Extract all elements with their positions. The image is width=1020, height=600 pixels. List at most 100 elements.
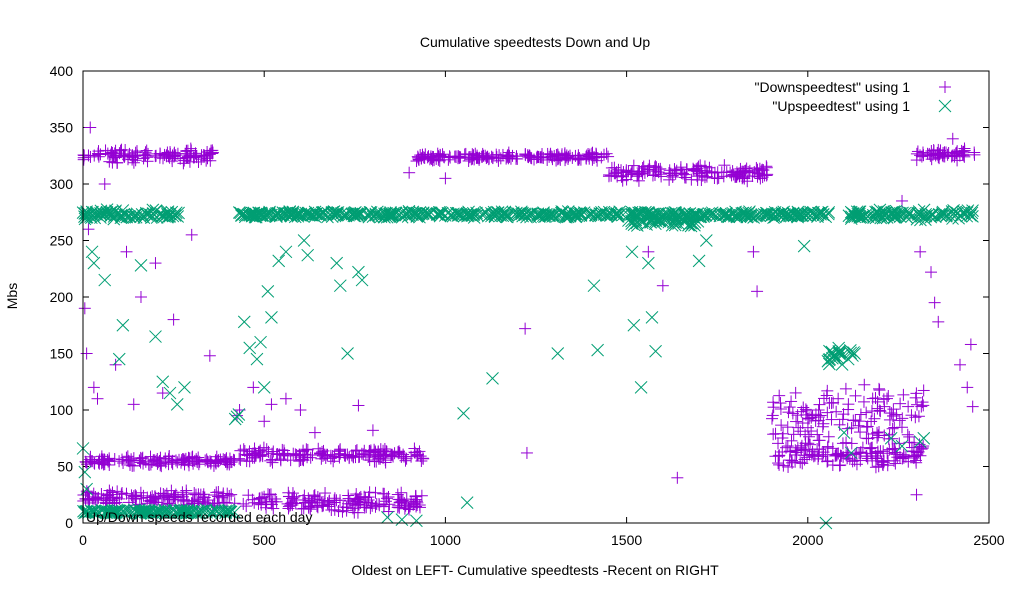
down-point [829,449,842,462]
down-point [766,409,779,422]
down-point [163,493,176,506]
up-point [844,446,858,460]
y-tick-label: 50 [57,459,73,475]
down-point [417,151,430,164]
down-point [178,493,191,506]
down-point [700,164,713,177]
down-point [296,453,309,466]
down-point [586,153,599,166]
up-point [432,205,446,219]
up-point [668,218,682,232]
down-point [398,502,411,515]
down-point [130,145,143,158]
legend-label-down: "Downspeedtest" using 1 [755,79,911,95]
down-point [311,501,324,514]
down-point [789,455,802,468]
up-point [878,209,892,223]
down-point [816,420,829,433]
down-point [93,457,106,470]
down-point [137,152,150,165]
up-point [257,381,271,394]
down-point [705,166,718,179]
down-point [550,154,563,167]
down-point [832,447,845,460]
down-point [92,456,105,469]
down-point [380,445,393,458]
down-point [82,223,95,236]
up-point [587,279,601,293]
down-point [694,159,707,172]
up-point [158,210,171,223]
down-point [185,228,198,241]
up-point [243,341,257,355]
down-point [264,454,277,467]
up-point [699,234,713,247]
down-point [522,151,535,164]
up-point [885,206,899,219]
up-point [676,212,690,226]
down-point [857,395,870,408]
down-point [363,445,376,458]
down-point [282,490,295,503]
down-point [304,503,317,516]
up-point [744,209,757,223]
up-point [832,341,846,355]
down-point [833,459,846,472]
down-point [820,389,833,402]
down-point [806,409,819,422]
down-point [842,398,855,411]
down-point [852,419,865,432]
down-point [929,149,942,162]
down-point [373,499,386,512]
down-point [212,454,225,467]
up-point [121,503,135,517]
down-point [395,495,408,508]
down-point [111,485,124,498]
y-tick-label: 400 [50,63,74,79]
up-point [520,210,533,224]
up-point [718,208,732,221]
down-point [204,154,217,167]
down-point [760,160,773,173]
up-point [799,208,813,222]
up-point [642,211,656,225]
down-point [968,146,981,159]
y-tick-label: 250 [50,233,74,249]
up-point [627,218,641,232]
legend-marker-up [938,99,952,113]
up-point [454,208,467,221]
down-point [819,448,832,461]
down-point [966,400,979,413]
up-point [261,284,275,298]
down-point [928,296,941,309]
up-point [120,210,134,224]
down-point [149,257,162,270]
up-point [99,504,113,518]
down-point [861,420,874,433]
down-point [148,490,161,503]
down-point [393,493,406,506]
down-point [932,147,945,160]
up-point [847,346,860,359]
down-point [790,415,803,428]
down-point [319,451,332,464]
down-point [188,454,201,467]
down-point [253,492,266,505]
down-point [234,444,247,457]
down-point [163,450,176,463]
up-point [848,210,862,224]
down-point [462,154,475,167]
down-point [258,415,271,428]
up-point [627,318,641,332]
down-point [386,448,399,461]
down-point [901,428,914,441]
down-point [885,407,898,420]
down-point [439,172,452,185]
down-point [725,169,738,182]
up-point [87,256,101,270]
down-point [225,455,238,468]
down-point [176,454,189,467]
down-point [134,291,147,303]
up-point [254,335,267,349]
down-point [783,445,796,458]
